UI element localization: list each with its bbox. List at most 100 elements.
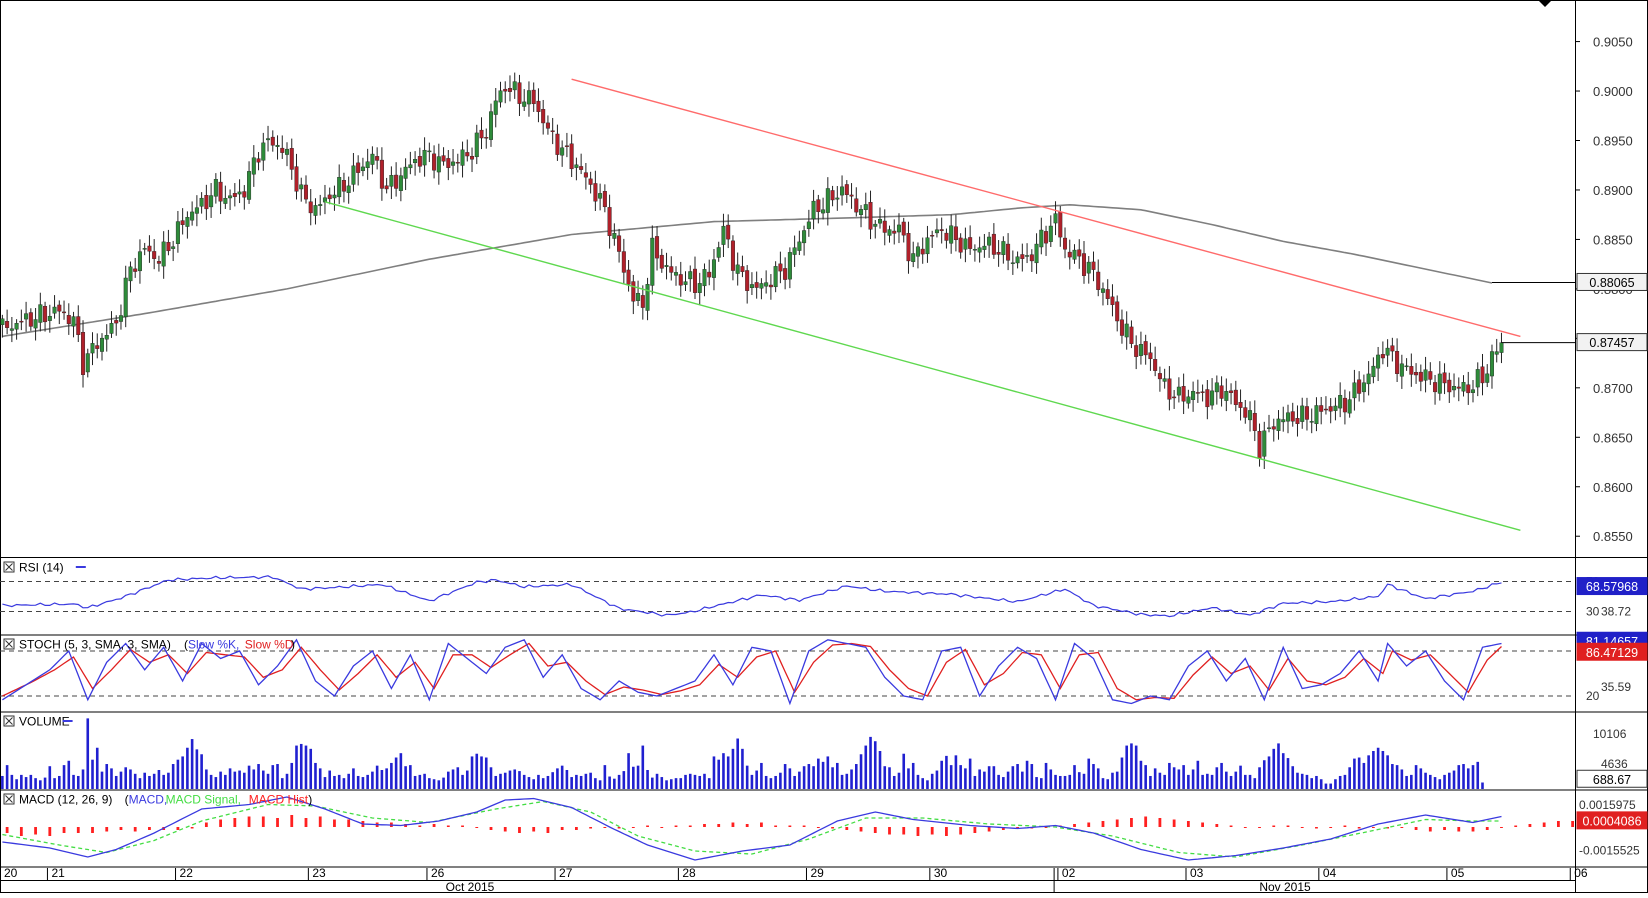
rsi-title: RSI (14) [19,561,64,575]
candle-body [1262,430,1267,457]
candle-body [507,88,512,92]
candle-body [1319,405,1324,412]
candle [14,319,19,340]
month-label-oct: Oct 2015 [446,880,495,893]
candle [1172,390,1177,409]
macd-hist-bar [518,827,521,833]
candle-body [1342,397,1347,413]
macd-hist-bar [816,827,820,828]
candle [199,192,204,214]
candle [1252,400,1257,442]
candle-body [802,230,807,244]
candle [887,225,892,243]
candle [669,256,674,281]
macd-hist-bar [1016,827,1019,829]
last-price-label: 0.87457 [1576,333,1648,352]
candle [1091,251,1096,282]
candle [436,143,441,185]
candle [1442,363,1447,395]
candle [607,194,612,249]
candle-body [237,191,242,195]
candle-body [1304,406,1309,420]
macd-hist-bar [318,816,322,827]
candle-body [1390,345,1395,352]
candle-body [166,242,171,252]
candle-body [593,183,598,202]
candle [484,128,489,149]
scroll-indicator-icon[interactable] [1538,0,1552,7]
candle [71,311,76,338]
candle [123,265,128,328]
candle [783,257,788,290]
candle [1328,398,1333,424]
candle [1347,391,1352,418]
candle-body [631,281,636,302]
candle [569,134,574,177]
candle-body [840,186,845,196]
candle-body [57,304,62,312]
candle [303,175,308,204]
candles [0,72,1504,469]
candle-body [318,204,323,206]
candle [1162,368,1167,389]
candle-body [142,248,147,250]
candle [489,103,494,147]
macd-hist-bar [1186,821,1190,827]
candle-body [24,313,29,320]
candle [104,324,109,352]
candle [825,177,830,226]
candle-body [749,284,754,289]
candle-body [175,221,180,244]
candle-body [1461,382,1466,392]
candle [1409,353,1414,387]
candle-body [564,145,569,147]
volume-tick-high: 10106 [1593,727,1627,741]
candle [1404,358,1409,371]
candle-body [949,225,954,244]
stoch-paren: ) [291,638,295,652]
stoch-sub-label: 35.59 [1601,680,1631,694]
candle [1129,320,1134,349]
stoch-d-value-label-box [1576,642,1648,661]
candle-body [1371,365,1376,378]
candle [674,266,679,286]
stoch-close-glyph [5,640,13,648]
candle-body [379,159,384,189]
candle [1300,397,1305,429]
candle-body [47,315,52,321]
candle-body [863,204,868,210]
candle [5,309,10,335]
candle-body [849,194,854,197]
candle-body [588,178,593,185]
macd-hist-bar [432,824,436,827]
candle-body [90,343,95,354]
candle-body [1328,406,1333,412]
candle-body [579,166,584,170]
candle-body [536,100,541,112]
candle-body [1376,354,1381,369]
stoch-d-value-label-text: 86.47129 [1586,646,1638,660]
candle [318,194,323,216]
volume-value-label-box [1576,769,1648,788]
candle-body [1489,351,1494,377]
candle [118,304,123,330]
candle [346,176,351,204]
candle-body [583,172,588,178]
candle-body [341,179,346,192]
candle-body [1124,323,1129,338]
candle [62,300,67,320]
macd-hist-bar [546,827,550,833]
candle [1281,406,1286,432]
candle [166,229,171,256]
candle-body [280,147,285,153]
candle-body [778,263,783,272]
candle [370,146,375,175]
macd-hist-bar [945,827,948,836]
candle [28,308,33,331]
candle [598,183,603,211]
candle-body [204,195,209,210]
candle-body [1366,373,1371,385]
candle-body [1314,405,1319,425]
